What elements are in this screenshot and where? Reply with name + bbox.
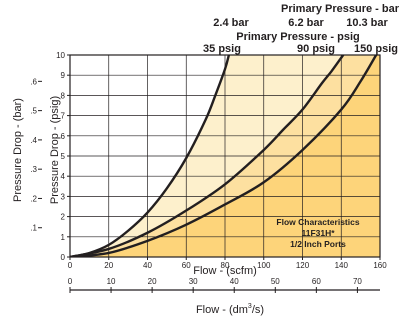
bar-tick-label: .5 (30, 107, 37, 116)
pressure-psig-title: Primary Pressure - psig (236, 31, 360, 43)
series-psig-label-2: 90 psig (297, 43, 335, 55)
secondary-tick-label: 20 (148, 277, 157, 286)
annotation-model: 11F31H* (301, 228, 335, 238)
x-tick-label: 100 (257, 261, 271, 270)
secondary-tick-label: 60 (312, 277, 321, 286)
x-tick-label: 120 (296, 261, 310, 270)
y-tick-label: 1 (61, 233, 66, 242)
series-pressure-labels: 2.4 bar 35 psig 6.2 bar 90 psig 10.3 bar 150 … (203, 17, 398, 55)
secondary-tick-label: 70 (353, 277, 362, 286)
bar-tick-label: .3 (30, 165, 37, 174)
series-line-3 (70, 55, 378, 257)
secondary-tick-label: 40 (230, 277, 239, 286)
y-tick-label: 9 (61, 71, 66, 80)
y-tick-label: 5 (61, 152, 66, 161)
x-tick-label: 80 (221, 261, 230, 270)
bar-tick-label: .2 (30, 194, 37, 203)
x-tick-label: 140 (335, 261, 349, 270)
x-axis-label: Flow - (scfm) (193, 265, 257, 277)
y-tick-label: 3 (61, 192, 66, 201)
y-axis-ticks: 0 1 2 3 4 5 6 7 8 9 10 (56, 51, 70, 262)
series-psig-label-1: 35 psig (203, 43, 241, 55)
secondary-x-axis-label: Flow - (dm3/s) (196, 303, 264, 316)
x-axis-ticks: 0 20 40 60 80 100 120 140 160 (68, 257, 387, 270)
y-tick-label: 8 (61, 91, 66, 100)
x-tick-label: 0 (68, 261, 73, 270)
secondary-tick-label: 30 (189, 277, 198, 286)
y-tick-label: 7 (61, 112, 66, 121)
series-bar-label-2: 6.2 bar (288, 17, 324, 29)
bar-axis-label: Pressure Drop - (bar) (12, 98, 24, 202)
secondary-tick-label: 50 (271, 277, 280, 286)
secondary-tick-label: 10 (107, 277, 116, 286)
series-bar-label-3: 10.3 bar (346, 17, 388, 29)
flow-curves (70, 55, 378, 257)
y-tick-label: 2 (61, 213, 66, 222)
series-line-2 (70, 55, 345, 257)
bar-tick-label: .1 (30, 224, 37, 233)
x-tick-label: 160 (373, 261, 387, 270)
pressure-bar-title: Primary Pressure - bar (281, 3, 400, 15)
x-tick-label: 20 (104, 261, 113, 270)
secondary-tick-label: 0 (68, 277, 73, 286)
grid-lines (70, 55, 380, 257)
x-tick-label: 40 (143, 261, 152, 270)
y-tick-label: 6 (61, 132, 66, 141)
x-tick-label: 60 (182, 261, 191, 270)
secondary-x-axis: 0 10 20 30 40 50 60 70 (68, 277, 380, 293)
series-bar-label-1: 2.4 bar (213, 17, 249, 29)
bar-axis-ticks: .1 .2 .3 .4 .5 .6 (30, 77, 42, 233)
y-tick-label: 0 (61, 253, 66, 262)
y-tick-label: 4 (61, 172, 66, 181)
series-line-1 (70, 55, 231, 257)
annotation-title: Flow Characteristics (276, 217, 359, 227)
bar-tick-label: .6 (30, 77, 37, 86)
y-tick-label: 10 (56, 51, 65, 60)
annotation-ports: 1/2 Inch Ports (290, 239, 346, 249)
bar-tick-label: .4 (30, 136, 37, 145)
series-psig-label-3: 150 psig (354, 43, 398, 55)
y-axis-label: Pressure Drop - (psig) (49, 96, 61, 204)
